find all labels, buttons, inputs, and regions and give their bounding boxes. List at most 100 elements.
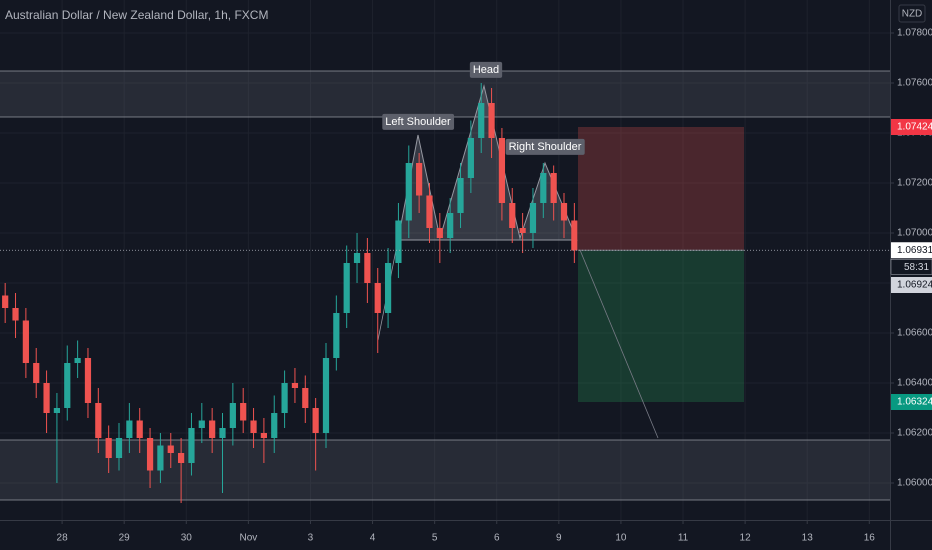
candle-body [74, 358, 81, 363]
annotation-box [505, 138, 585, 155]
candle-body [405, 163, 412, 221]
candle-body [146, 438, 154, 471]
candle-body [188, 428, 195, 463]
plot: Left Shoulder Head Right Shoulder [0, 61, 890, 503]
annotation: Right Shoulder [505, 138, 585, 155]
y-tick-label: 1.07800 [897, 28, 932, 39]
candle-body [219, 428, 226, 438]
candle-body [12, 308, 19, 321]
entry-label: 1.06931 [897, 245, 932, 256]
annotation-label: Head [473, 64, 499, 76]
candle-body [560, 203, 568, 221]
stop-label-box [891, 119, 932, 135]
candle-body [519, 228, 526, 233]
candle-body [95, 403, 102, 438]
x-tick-label: 16 [864, 533, 876, 544]
candle-body [550, 173, 557, 203]
candle-body [529, 203, 537, 233]
currency-box [898, 4, 926, 23]
x-tick-label: 5 [432, 533, 438, 544]
x-tick-label: 9 [556, 533, 562, 544]
candle-body [105, 438, 112, 458]
candle-body [343, 263, 350, 313]
annotation: Head [469, 61, 503, 78]
y-tick-label: 1.06600 [897, 328, 932, 339]
target-zone [578, 250, 744, 402]
projection [579, 249, 659, 439]
x-tick-label: 13 [802, 533, 814, 544]
candle-body [33, 363, 40, 383]
countdown-box [890, 259, 932, 275]
candle-body [384, 263, 392, 313]
stop-label: 1.07424 [897, 122, 932, 133]
candle-body [53, 408, 61, 413]
candle-body [198, 420, 205, 428]
target-label-box [891, 394, 932, 410]
candle-body [291, 383, 299, 388]
candle-body [426, 195, 433, 228]
candle-body [322, 358, 330, 433]
annotation-label: Left Shoulder [385, 116, 451, 128]
candle-body [271, 413, 278, 438]
x-tick-label: 12 [740, 533, 752, 544]
candle-body [126, 420, 133, 438]
last-price-label-box [891, 277, 932, 293]
candle-body [467, 138, 474, 178]
candle-body [457, 178, 464, 213]
zone [0, 71, 890, 117]
x-tick-label: 6 [494, 533, 500, 544]
candle-body [178, 453, 185, 463]
annotation-box [469, 61, 503, 78]
candle-body [312, 408, 319, 433]
candle-body [364, 253, 371, 283]
x-tick-label: 4 [370, 533, 376, 544]
y-tick-label: 1.06400 [897, 378, 932, 389]
candle-body [498, 138, 506, 203]
candle-body [43, 383, 50, 413]
candle-body [22, 320, 29, 363]
chart-title: Australian Dollar / New Zealand Dollar, … [5, 8, 268, 22]
stop-zone [578, 127, 744, 251]
y-tick-label: 1.07200 [897, 178, 932, 189]
axes: 1.078001.076001.074001.072001.070001.068… [57, 28, 932, 544]
countdown: 58:31 [904, 262, 929, 273]
candle-body [540, 173, 547, 203]
x-tick-label: 28 [57, 533, 69, 544]
currency: NZD [902, 9, 923, 20]
grid [0, 0, 890, 520]
candle-body [416, 163, 423, 196]
candle-body [436, 228, 443, 238]
candle-body [571, 220, 578, 251]
candle-body [64, 363, 71, 408]
candle-body [333, 313, 340, 358]
x-tick-label: 11 [678, 533, 689, 544]
candle-body [167, 445, 174, 453]
candle-body [229, 403, 236, 428]
y-tick-label: 1.06000 [897, 478, 932, 489]
y-tick-label: 1.07600 [897, 78, 932, 89]
candle-body [353, 253, 361, 263]
candle-body [2, 295, 9, 308]
candle-body [115, 438, 123, 458]
candle-body [260, 433, 267, 438]
candle-body [240, 403, 247, 421]
candle-body [478, 103, 485, 138]
candle-body [136, 420, 143, 438]
x-tick-label: 3 [308, 533, 314, 544]
annotation-label: Right Shoulder [509, 141, 582, 153]
candle-body [374, 283, 381, 313]
annotation: Left Shoulder [382, 113, 455, 130]
x-tick-label: 29 [119, 533, 131, 544]
candle-body [157, 445, 164, 471]
candle-body [395, 220, 402, 263]
y-tick-label: 1.06200 [897, 428, 932, 439]
last-price-label: 1.06924 [897, 280, 932, 291]
annotation-box [382, 113, 455, 130]
candle-body [84, 358, 92, 403]
candle-body [209, 420, 216, 438]
candle-body [250, 420, 257, 433]
candle-body [447, 213, 454, 238]
entry-label-box [891, 242, 932, 259]
